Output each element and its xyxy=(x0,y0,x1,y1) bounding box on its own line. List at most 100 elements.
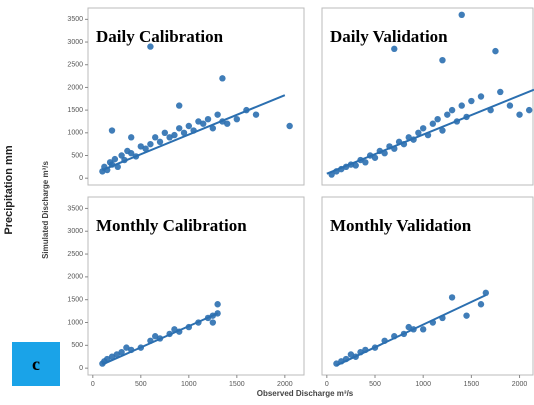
point xyxy=(108,127,116,134)
panel-frame xyxy=(321,7,534,186)
point xyxy=(147,140,154,148)
x-tick-label: 500 xyxy=(135,381,147,388)
point xyxy=(118,348,125,356)
point xyxy=(477,93,485,100)
point xyxy=(176,125,183,132)
y-tick-label: 1500 xyxy=(67,107,83,114)
point xyxy=(492,47,499,55)
point xyxy=(439,127,446,134)
panel-badge xyxy=(12,342,60,386)
panel-frame xyxy=(321,196,534,376)
x-tick-label: 2000 xyxy=(277,381,293,388)
point xyxy=(118,152,125,159)
point xyxy=(180,129,188,137)
y-tick-label: 2000 xyxy=(67,84,83,91)
point xyxy=(429,120,437,127)
point xyxy=(166,134,173,141)
x-tick-label: 1500 xyxy=(464,381,480,388)
point xyxy=(152,333,159,340)
point xyxy=(185,122,193,130)
point xyxy=(252,111,260,118)
y-tick-label: 2000 xyxy=(67,274,83,281)
x-tick-label: 2000 xyxy=(512,381,528,388)
x-tick-label: 1500 xyxy=(229,381,245,388)
point xyxy=(352,162,359,169)
y-tick-label: 500 xyxy=(71,342,83,349)
point xyxy=(405,323,412,331)
point xyxy=(286,122,293,130)
point xyxy=(458,102,465,109)
point xyxy=(142,145,149,152)
y-tick-label: 2500 xyxy=(67,62,83,69)
y-axis-label: Simulated Discharge m³/s xyxy=(41,161,50,259)
x-tick-label: 1000 xyxy=(415,381,431,388)
y-tick-label: 3000 xyxy=(67,228,83,235)
point xyxy=(448,294,456,301)
y-tick-label: 2500 xyxy=(67,251,83,258)
trend-line xyxy=(326,88,534,175)
y-tick-label: 1500 xyxy=(67,297,83,304)
trend-line xyxy=(102,94,286,171)
point xyxy=(204,115,212,123)
point xyxy=(415,129,422,137)
point xyxy=(463,312,470,319)
point xyxy=(171,131,178,139)
point xyxy=(200,120,207,127)
x-axis-label: Observed Discharge m³/s xyxy=(257,389,354,398)
point xyxy=(347,351,355,358)
point xyxy=(161,129,169,137)
point xyxy=(506,102,514,109)
point xyxy=(195,118,202,125)
side-label: Precipitation mm xyxy=(3,145,15,234)
point xyxy=(468,97,475,105)
trend-line xyxy=(101,312,219,366)
x-tick-label: 0 xyxy=(325,381,329,388)
x-tick-label: 500 xyxy=(369,381,381,388)
trend-line xyxy=(336,294,487,367)
point xyxy=(214,111,221,118)
point xyxy=(434,115,441,123)
y-tick-label: 0 xyxy=(79,365,83,372)
point xyxy=(482,289,490,297)
point xyxy=(371,154,379,161)
point xyxy=(448,106,456,114)
point xyxy=(419,125,427,132)
point xyxy=(152,134,159,141)
y-tick-label: 500 xyxy=(71,152,83,159)
point xyxy=(214,301,221,308)
y-tick-label: 0 xyxy=(79,175,83,182)
point xyxy=(137,143,145,150)
y-tick-label: 3000 xyxy=(67,39,83,46)
y-tick-label: 3500 xyxy=(67,16,83,23)
panel-title: Daily Calibration xyxy=(96,27,224,46)
panel-frame xyxy=(87,196,305,376)
point xyxy=(128,134,135,141)
panel-title: Monthly Calibration xyxy=(96,216,247,235)
point xyxy=(209,319,217,326)
point xyxy=(128,150,135,157)
point xyxy=(444,111,451,118)
point xyxy=(391,45,398,53)
point xyxy=(113,351,121,358)
point xyxy=(419,326,427,333)
y-tick-label: 3500 xyxy=(67,205,83,212)
point xyxy=(497,88,504,96)
point xyxy=(233,115,241,123)
point xyxy=(516,111,523,118)
panel-title: Monthly Validation xyxy=(330,216,472,235)
point xyxy=(156,138,164,146)
x-tick-label: 1000 xyxy=(181,381,197,388)
panel-letter: c xyxy=(32,354,40,374)
point xyxy=(219,75,226,82)
x-tick-label: 0 xyxy=(91,381,95,388)
point xyxy=(147,43,154,50)
point xyxy=(525,106,533,114)
point xyxy=(224,120,231,127)
point xyxy=(477,301,485,308)
point xyxy=(362,159,369,166)
point xyxy=(176,102,183,109)
point xyxy=(439,56,446,64)
y-tick-label: 1000 xyxy=(67,130,83,137)
point xyxy=(111,155,119,163)
